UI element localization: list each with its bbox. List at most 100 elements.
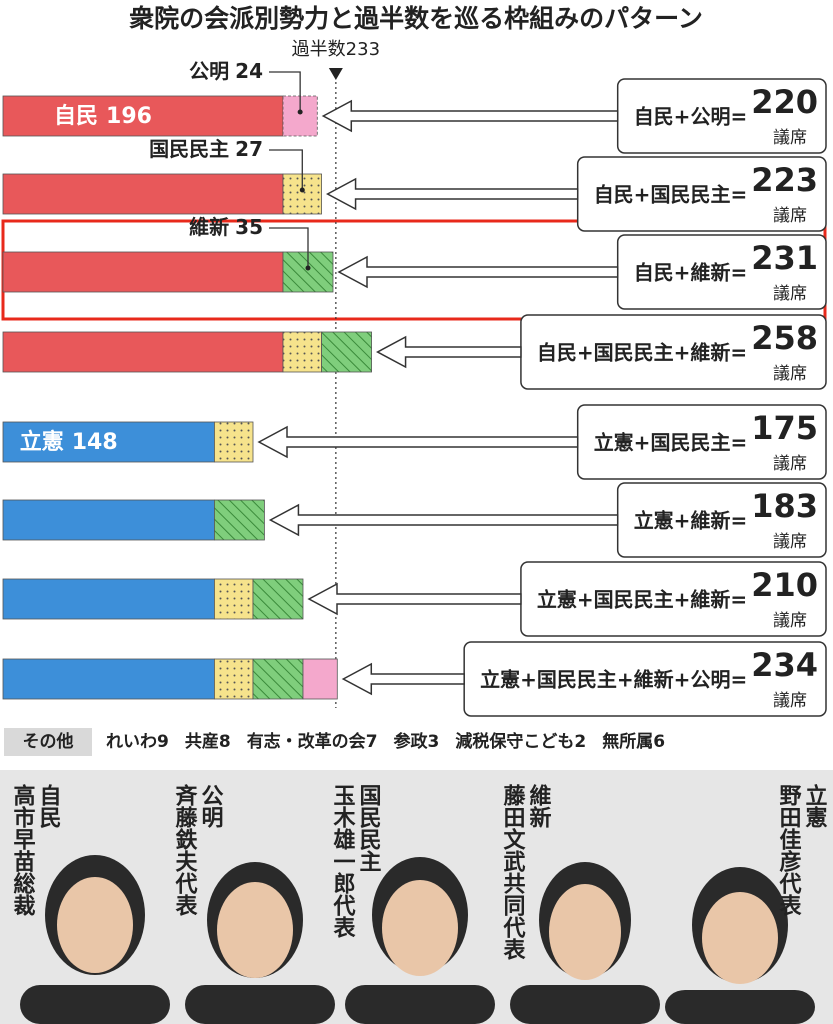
callout-label: 公明 24 [189,59,263,83]
formula: 自民+国民民主= [594,183,748,207]
callout-value: 35 [235,215,263,239]
callout-label: 維新 35 [189,215,263,239]
segment-value: 148 [72,430,118,455]
others-value: 3 [428,732,440,752]
formula: 自民+公明= [634,105,748,129]
segment-name: 立憲 [20,429,64,455]
unit: 議席 [773,611,807,631]
total-value: 175 [751,409,818,447]
formula: 自民+維新= [634,261,748,285]
faces [57,877,778,984]
segment-value: 196 [106,104,152,129]
others-name: れいわ [106,732,157,752]
person-name: 玉木雄一郎代表 [330,784,357,939]
arrow [321,99,619,133]
others-name: 減税保守こども [455,731,574,752]
callout-dot [299,187,305,193]
chart-title: 衆院の会派別勢力と過半数を巡る枠組みのパターン [129,4,703,33]
others-item: 無所属6 [602,731,665,752]
total-value: 210 [751,566,818,604]
others-value: 6 [653,732,665,752]
person-name: 高市早苗総裁 [10,783,36,917]
bar-segment [214,421,254,463]
segment-label: 自民 196 [54,103,152,129]
others-label: その他 [23,731,74,752]
callout-label: 国民民主 27 [149,137,263,161]
unit: 議席 [773,128,807,148]
callout-name: 維新 [189,215,229,239]
formula: 立憲+国民民主+維新+公明= [480,668,747,692]
formula: 自民+国民民主+維新= [537,341,747,365]
bar-segment [2,421,215,463]
unit: 議席 [773,206,807,226]
bar-segment [2,251,284,293]
bar-segment [321,331,372,373]
arrow [257,425,579,459]
bar-segment [252,578,304,620]
person-party: 公明 [198,784,224,829]
majority-label: 過半数233 [292,39,380,60]
callout-line [269,71,301,112]
segment-name: 自民 [54,103,98,129]
bar-segment [214,578,254,620]
callout-line [269,227,309,268]
bar-segment [2,95,284,137]
bar-segment [2,499,215,541]
others-tag [4,728,92,756]
bar-segment [302,658,338,700]
total-value: 183 [751,487,818,525]
arrow [375,335,522,369]
others-value: 8 [219,732,231,752]
unit: 議席 [773,532,807,552]
others-name: 共産 [185,731,219,752]
others-name: 無所属 [602,731,653,752]
arrow [268,503,619,537]
arrow [337,255,619,289]
person-name: 藤田文武共同代表 [500,783,527,961]
unit: 議席 [773,454,807,474]
bar-segment [282,331,322,373]
others-item: れいわ9 [106,732,169,752]
total-value: 231 [751,239,818,277]
callout-value: 27 [235,137,263,161]
others-value: 9 [157,732,169,752]
person-name: 斉藤鉄夫代表 [172,783,199,917]
unit: 議席 [773,364,807,384]
callout-dot [297,109,303,115]
total-value: 220 [751,83,818,121]
bar-segment [252,658,304,700]
formula: 立憲+国民民主= [594,431,748,455]
callout-name: 国民民主 [149,137,229,161]
arrow [341,662,465,696]
bar-segment [2,331,284,373]
bar-segment [214,499,265,541]
total-value: 223 [751,161,818,199]
photos [0,770,833,1024]
others-item: 共産8 [185,731,231,752]
others-item: 参政3 [394,731,440,752]
callout-line [269,149,303,190]
formula: 立憲+国民民主+維新= [537,588,747,612]
formula: 立憲+維新= [634,509,748,533]
bar-segment [2,173,284,215]
others-name: 参政 [394,731,429,752]
others-item: 減税保守こども2 [455,731,586,752]
person-party: 維新 [526,783,552,828]
person-party: 国民民主 [356,784,382,872]
bar-segment [2,578,215,620]
arrow [325,177,579,211]
segment-label: 立憲 148 [20,429,118,455]
bar-segment [214,658,254,700]
total-value: 258 [751,319,818,357]
others-value: 2 [574,732,586,752]
bar-segment [2,658,215,700]
others-name: 有志・改革の会 [247,731,366,752]
person-name: 野田佳彦代表 [776,784,803,917]
callout-dot [305,265,311,271]
total-value: 234 [751,646,818,684]
majority-text: 過半数 [292,39,346,60]
callout-name: 公明 [189,59,229,83]
majority-value: 233 [346,39,380,60]
